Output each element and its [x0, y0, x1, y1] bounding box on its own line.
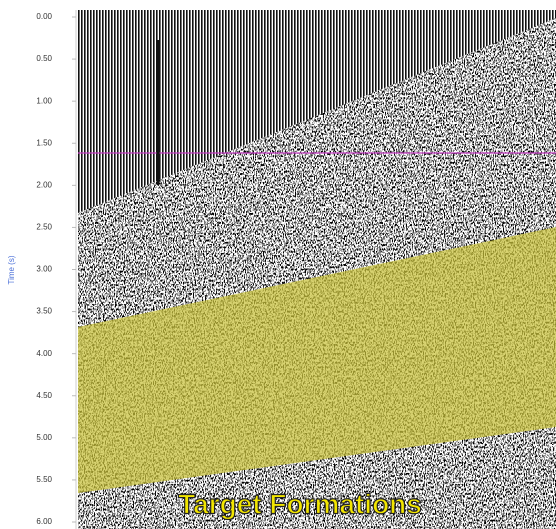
y-tick-label: 5.50 [36, 475, 52, 484]
annotation: Target Formations [178, 488, 422, 519]
y-tick-label: 5.00 [36, 433, 52, 442]
y-tick-label: 0.00 [36, 12, 52, 21]
seismic-section [78, 10, 556, 529]
y-tick-label: 0.50 [36, 54, 52, 63]
y-tick-label: 4.00 [36, 349, 52, 358]
y-tick-label: 1.50 [36, 138, 52, 147]
y-tick-label: 2.00 [36, 180, 52, 189]
y-tick-label: 4.50 [36, 391, 52, 400]
y-tick-label: 6.00 [36, 517, 52, 526]
y-tick-label: 3.00 [36, 265, 52, 274]
target-zone [78, 227, 556, 493]
y-tick-label: 1.00 [36, 96, 52, 105]
y-axis-label: Time (s) [7, 255, 16, 284]
y-tick-label: 3.50 [36, 307, 52, 316]
y-tick-label: 2.50 [36, 223, 52, 232]
